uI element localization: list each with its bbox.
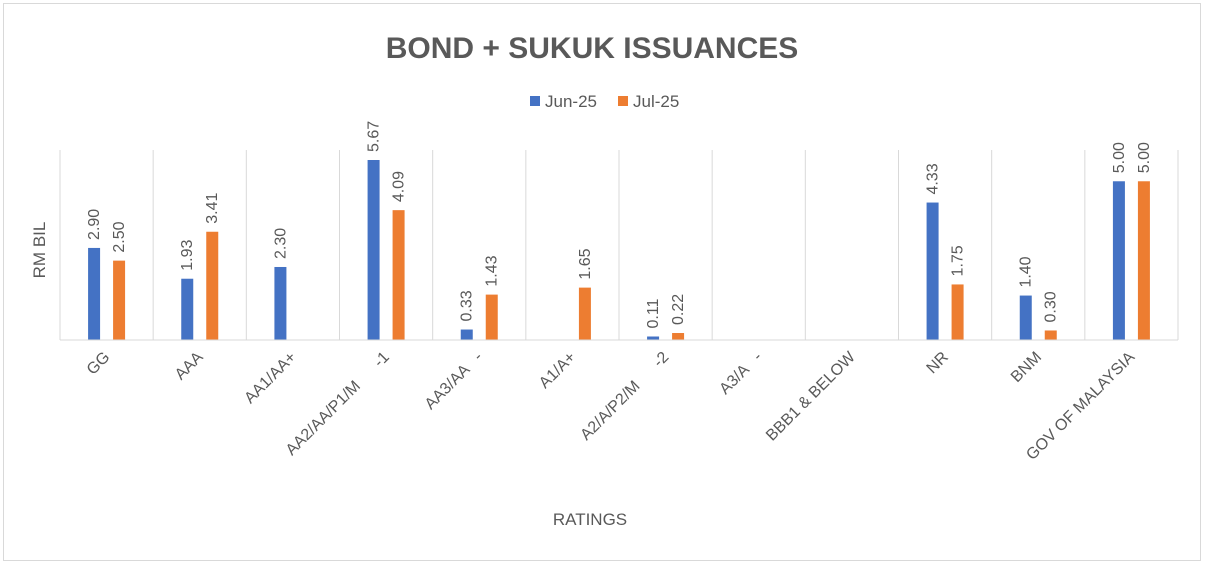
tick-label: GOV OF MALAYSIA	[1023, 349, 1138, 464]
tick-label: A3/A -	[716, 349, 765, 398]
bar-jun-25	[1019, 295, 1032, 340]
tick-label: GG	[84, 349, 114, 379]
bar-jul-25	[672, 333, 685, 340]
data-label: 2.30	[272, 228, 289, 259]
data-labels: 2.90 2.50 1.93 3.41 2.30 5.67 4.09 0.33 1.43 1.65…	[86, 121, 1153, 329]
data-label: 5.00	[1136, 142, 1153, 173]
bar-jul-25	[1044, 330, 1057, 340]
legend-swatch-jul-25	[618, 96, 628, 106]
legend-label-jul-25: Jul-25	[633, 92, 679, 111]
chart-frame	[3, 3, 1201, 561]
tick-label: NR	[924, 349, 952, 377]
tick-label: AA1/AA+	[241, 349, 299, 407]
bar-jul-25	[392, 210, 405, 340]
category-gridlines	[59, 150, 1179, 340]
bar-jul-25	[113, 260, 126, 340]
data-label: 1.40	[1018, 256, 1035, 287]
data-label: 0.22	[670, 294, 687, 325]
bar-jun-25	[460, 329, 473, 340]
bar-jun-25	[1112, 181, 1125, 340]
data-label: 4.09	[391, 171, 408, 202]
y-axis-title: RM BIL	[30, 222, 49, 279]
tick-label: BNM	[1008, 349, 1045, 386]
data-label: 2.50	[111, 221, 128, 252]
data-label: 1.93	[179, 239, 196, 270]
bar-jul-25	[951, 284, 964, 340]
bar-jun-25	[274, 266, 287, 340]
data-label: 4.33	[925, 163, 942, 194]
legend-swatch-jun-25	[530, 96, 540, 106]
tick-label: AA2/AA/P1/M -1	[283, 349, 393, 459]
tick-label: A1/A+	[536, 349, 579, 392]
bars	[88, 160, 1150, 340]
legend: Jun-25 Jul-25	[530, 92, 679, 111]
bar-jun-25	[367, 160, 380, 340]
data-label: 0.11	[645, 298, 662, 328]
data-label: 2.90	[86, 209, 103, 240]
data-label: 0.30	[1043, 291, 1060, 322]
data-label: 5.00	[1111, 142, 1128, 173]
data-label: 0.33	[459, 290, 476, 321]
bar-jun-25	[88, 247, 101, 340]
tick-label: AA3/AA -	[422, 349, 486, 413]
bar-jul-25	[578, 287, 591, 340]
data-label: 3.41	[204, 193, 221, 224]
bar-jul-25	[485, 294, 498, 340]
bar-jul-25	[206, 231, 219, 340]
bar-jun-25	[926, 202, 939, 340]
data-label: 1.43	[484, 255, 501, 286]
category-tick-labels: GG AAA AA1/AA+AA2/AA/P1/M -1 AA3/AA - A1/A+A…	[84, 348, 1139, 464]
tick-label: AAA	[172, 349, 207, 384]
chart-title: BOND + SUKUK ISSUANCES	[386, 32, 799, 65]
x-axis-title: RATINGS	[553, 510, 627, 529]
data-label: 1.65	[577, 248, 594, 279]
data-label: 5.67	[366, 121, 383, 152]
legend-label-jun-25: Jun-25	[545, 92, 597, 111]
tick-label: A2/A/P2/M -2	[577, 349, 672, 444]
bar-jun-25	[181, 278, 194, 340]
tick-label: BBB1 & BELOW	[763, 348, 859, 444]
bar-jun-25	[647, 336, 660, 340]
bar-jul-25	[1137, 181, 1150, 340]
data-label: 1.75	[950, 245, 967, 276]
